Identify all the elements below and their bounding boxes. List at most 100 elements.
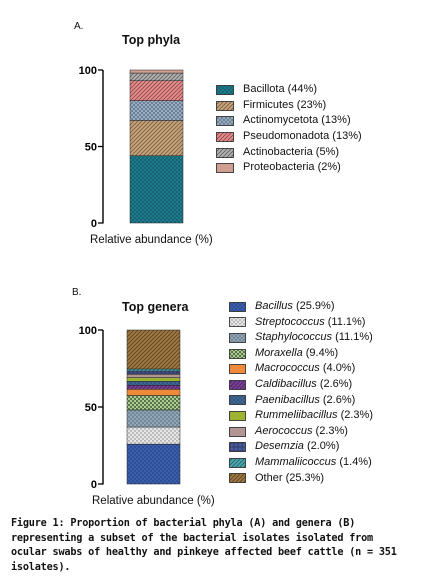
- bar-segment-aerococcus: [126, 373, 181, 378]
- chart-title-genera: Top genera: [122, 300, 189, 314]
- legend-swatch: [229, 379, 246, 390]
- legend-label: Proteobacteria: [243, 161, 315, 174]
- bar-segment-paenibacillus: [126, 381, 181, 386]
- bar-segment-actinobacteria: [129, 72, 184, 81]
- y-tick-label: 100: [79, 65, 97, 77]
- bar-segment-bacillus: [126, 443, 181, 485]
- legend-item-streptococcus: Streptococcus (11.1%): [229, 315, 373, 331]
- legend-phyla: Bacillota (44%) Firmicutes (23%) Actinomyc…: [216, 82, 362, 176]
- figure-caption: Figure 1: Proportion of bacterial phyla …: [11, 518, 397, 573]
- legend-item-firmicutes: Firmicutes (23%): [216, 98, 362, 114]
- panel-label-b: B.: [72, 287, 82, 298]
- bar-segment-pseudomonadota: [129, 80, 184, 101]
- legend-item-caldibacillus: Caldibacillus (2.6%): [229, 377, 373, 393]
- y-tick-label: 0: [91, 218, 97, 230]
- legend-swatch: [216, 100, 234, 111]
- y-tick-label: 100: [79, 325, 97, 337]
- legend-swatch: [229, 395, 246, 406]
- bar-segment-desemzia: [126, 370, 181, 375]
- legend-label: Desemzia: [255, 440, 304, 453]
- legend-value: (13%): [318, 114, 351, 127]
- legend-label: Moraxella: [255, 346, 303, 359]
- legend-item-bacillus: Bacillus (25.9%): [229, 299, 373, 315]
- legend-genera: Bacillus (25.9%) Streptococcus (11.1%) Sta…: [229, 299, 373, 486]
- chart-title-phyla: Top phyla: [122, 33, 181, 47]
- panel-label-a: A.: [74, 21, 84, 32]
- legend-label: Caldibacillus: [255, 377, 317, 390]
- legend-item-paenibacillus: Paenibacillus (2.6%): [229, 393, 373, 409]
- legend-swatch: [216, 147, 234, 158]
- legend-item-desemzia: Desemzia (2.0%): [229, 439, 373, 455]
- bar-segment-other: [126, 329, 181, 370]
- legend-item-bacillota: Bacillota (44%): [216, 82, 362, 98]
- legend-swatch: [229, 364, 246, 375]
- legend-swatch: [216, 84, 234, 95]
- bar-segment-bacillota: [129, 155, 184, 224]
- bar-segment-firmicutes: [129, 120, 184, 156]
- legend-label: Actinobacteria: [243, 145, 313, 158]
- chart-genera: 0 50 100: [79, 325, 181, 491]
- legend-label: Streptococcus: [255, 315, 325, 328]
- legend-value: (2.6%): [316, 377, 353, 390]
- legend-value: (25.9%): [292, 300, 335, 312]
- chart-phyla: 0 50 100: [79, 65, 184, 230]
- legend-item-other: Other (25.3%): [229, 471, 373, 487]
- legend-swatch: [229, 457, 246, 468]
- legend-value: (13%): [329, 130, 362, 143]
- legend-value: (2.6%): [319, 393, 356, 406]
- legend-swatch: [229, 317, 246, 328]
- bar-segment-staphylococcus: [126, 409, 181, 428]
- legend-item-moraxella: Moraxella (9.4%): [229, 346, 373, 362]
- bar-segment-rummeliibacillus: [126, 377, 181, 382]
- legend-swatch: [229, 442, 246, 453]
- legend-label: Macrococcus: [255, 362, 320, 375]
- bar-segment-moraxella: [126, 395, 181, 411]
- legend-swatch: [229, 411, 246, 421]
- legend-label: Other: [255, 471, 283, 484]
- y-tick-label: 0: [91, 479, 97, 491]
- legend-value: (25.3%): [282, 471, 325, 484]
- legend-item-proteobacteria: Proteobacteria (2%): [216, 160, 362, 176]
- legend-label: Paenibacillus: [255, 393, 320, 406]
- legend-swatch: [216, 163, 234, 174]
- legend-swatch: [216, 132, 234, 142]
- legend-label: Staphylococcus: [255, 331, 333, 344]
- legend-label: Firmicutes: [243, 98, 294, 111]
- legend-value: (2.3%): [337, 409, 373, 422]
- legend-value: (11.1%): [332, 331, 373, 344]
- legend-swatch: [216, 116, 234, 127]
- bar-segment-actinomycetota: [129, 100, 184, 121]
- legend-value: (9.4%): [302, 346, 339, 359]
- y-tick-label: 50: [85, 142, 97, 154]
- legend-swatch: [229, 473, 246, 484]
- y-tick-label: 50: [85, 402, 97, 414]
- legend-value: (4.0%): [319, 362, 356, 375]
- bar-segment-mammaliicoccus: [126, 368, 181, 372]
- legend-item-aerococcus: Aerococcus (2.3%): [229, 424, 373, 440]
- legend-label: Pseudomonadota: [243, 130, 330, 143]
- bar-segment-streptococcus: [126, 426, 181, 445]
- x-axis-label-phyla: Relative abundance (%): [90, 234, 213, 246]
- legend-value: (23%): [293, 98, 327, 111]
- bar-segment-caldibacillus: [126, 385, 181, 390]
- legend-item-mammaliicoccus: Mammaliicoccus (1.4%): [229, 455, 373, 471]
- legend-item-macrococcus: Macrococcus (4.0%): [229, 361, 373, 377]
- legend-label: Aerococcus: [255, 424, 313, 437]
- legend-item-actinobacteria: Actinobacteria (5%): [216, 145, 362, 161]
- legend-value: (11.1%): [324, 315, 366, 328]
- legend-label: Mammaliicoccus: [255, 455, 337, 468]
- legend-swatch: [229, 426, 246, 437]
- legend-item-pseudomonadota: Pseudomonadota (13%): [216, 129, 362, 145]
- legend-value: (2%): [314, 161, 341, 174]
- x-axis-label-genera: Relative abundance (%): [92, 495, 215, 507]
- legend-item-rummeliibacillus: Rummeliibacillus (2.3%): [229, 408, 373, 424]
- legend-label: Bacillus: [255, 300, 293, 312]
- bar-segment-macrococcus: [126, 389, 181, 396]
- legend-swatch: [229, 348, 246, 359]
- legend-value: (44%): [284, 83, 317, 95]
- legend-swatch: [229, 333, 246, 343]
- legend-label: Rummeliibacillus: [255, 409, 338, 422]
- legend-label: Actinomycetota: [243, 114, 319, 127]
- legend-item-actinomycetota: Actinomycetota (13%): [216, 113, 362, 129]
- legend-value: (5%): [312, 145, 339, 158]
